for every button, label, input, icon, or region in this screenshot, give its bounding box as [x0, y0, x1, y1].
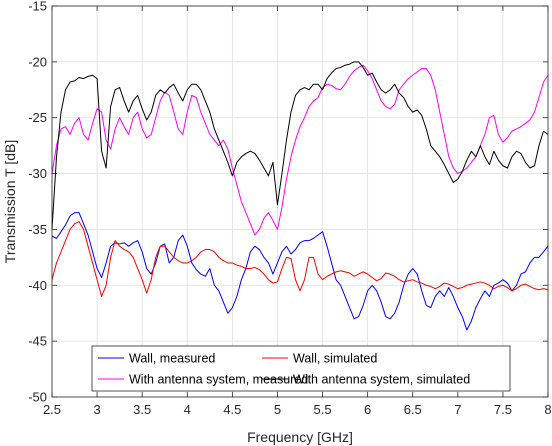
legend: Wall, measured Wall, simulated With antenn…: [91, 345, 511, 392]
y-tick-label: -30: [28, 166, 47, 181]
x-tick-label: 5.5: [314, 402, 332, 417]
legend-entry-with-antenna-system-simulated: With antenna system, simulated: [293, 373, 470, 387]
y-tick-label: -50: [28, 390, 47, 405]
x-tick-label: 5: [274, 402, 281, 417]
axis-ticks: 2.5 3 3.5 4 4.5 5 5.5 6 6.5 7 7.5 8 -50 -45 -40 -35 -30 -…: [28, 0, 551, 417]
x-tick-label: 2.5: [43, 402, 61, 417]
legend-entry-wall-measured: Wall, measured: [129, 352, 215, 366]
series-line-with-antenna-system-measured: [51, 64, 549, 236]
y-tick-label: -20: [28, 54, 47, 69]
y-tick-label: -40: [28, 278, 47, 293]
x-tick-label: 4.5: [223, 402, 241, 417]
x-tick-label: 4: [184, 402, 191, 417]
y-tick-label: -45: [28, 334, 47, 349]
series-layer: [51, 61, 549, 331]
x-tick-label: 8: [544, 402, 551, 417]
series-line-wall-measured: [51, 212, 549, 331]
plot-frame: [51, 5, 549, 398]
series-line-wall-simulated: [51, 221, 549, 297]
x-tick-label: 7: [454, 402, 461, 417]
y-axis-title: Transmission T [dB]: [2, 140, 18, 263]
legend-box: [91, 345, 511, 392]
legend-entry-wall-simulated: Wall, simulated: [293, 352, 377, 366]
x-axis-title: Frequency [GHz]: [247, 429, 353, 445]
y-tick-label: -25: [28, 110, 47, 125]
legend-entry-with-antenna-system-measured: With antenna system, measured: [129, 373, 308, 387]
series-line-with-antenna-system-simulated: [51, 61, 549, 230]
x-tick-label: 6.5: [404, 402, 422, 417]
y-tick-label: -15: [28, 0, 47, 14]
x-tick-label: 3.5: [133, 402, 151, 417]
x-tick-label: 7.5: [494, 402, 512, 417]
x-tick-label: 3: [93, 402, 100, 417]
y-tick-label: -35: [28, 222, 47, 237]
x-tick-label: 6: [364, 402, 371, 417]
